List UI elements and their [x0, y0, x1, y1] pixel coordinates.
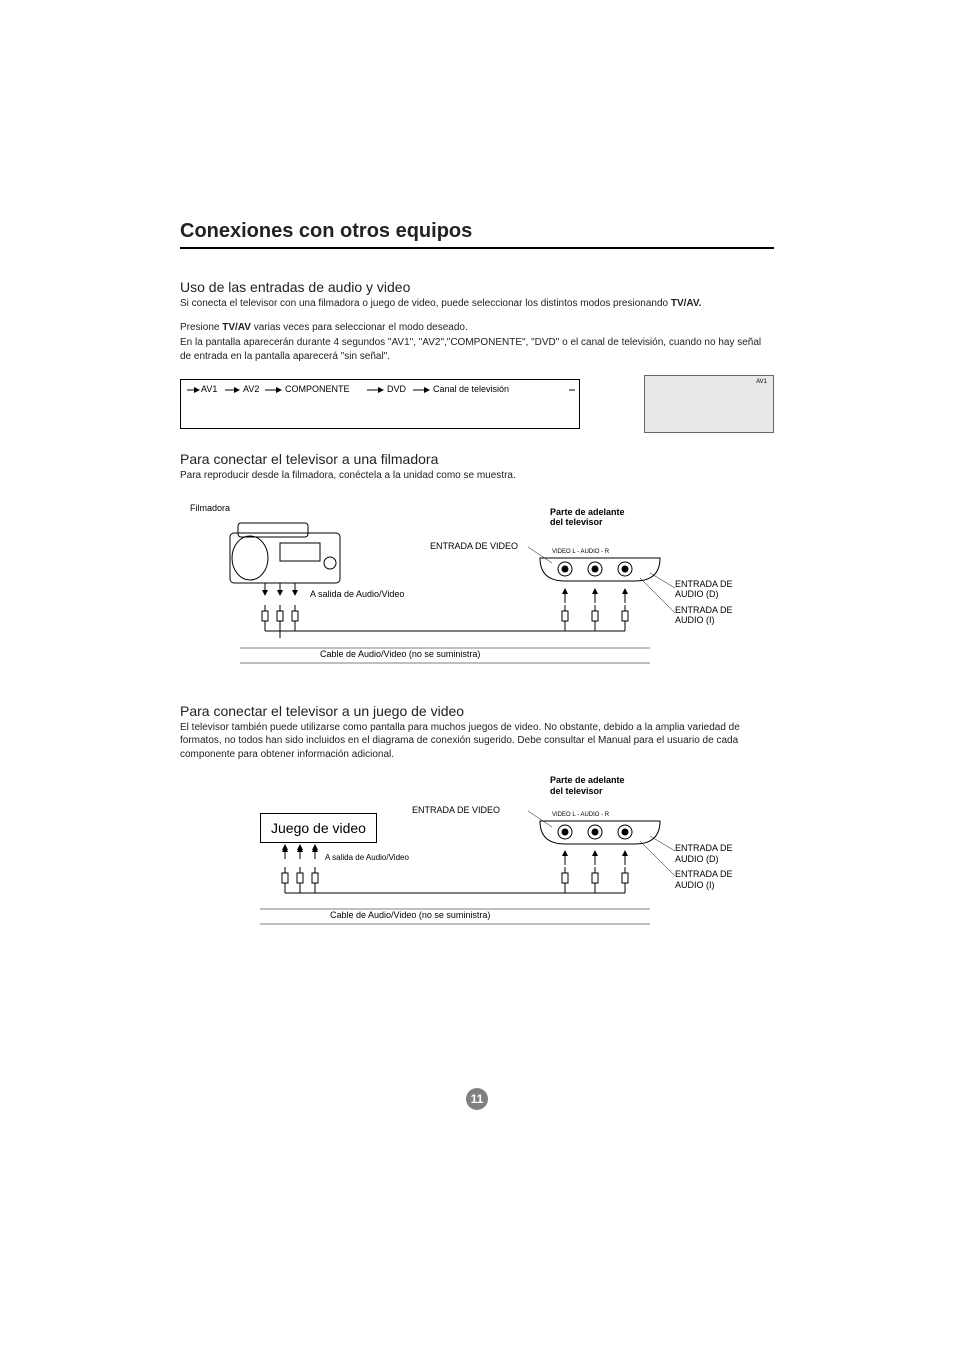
d2-video-in: ENTRADA DE VIDEO: [412, 805, 500, 816]
page-title: Conexiones con otros equipos: [180, 220, 774, 243]
d2-audio-l: ENTRADA DE AUDIO (I): [675, 869, 733, 891]
seq-item-2: COMPONENTE: [285, 384, 350, 394]
d2-jacks-top: VIDEO L - AUDIO - R: [552, 812, 609, 818]
d1-audio-r: ENTRADA DE AUDIO (D): [675, 579, 733, 601]
section1-p2-a: Presione: [180, 322, 222, 333]
d1-av-out: A salida de Audio/Video: [310, 589, 404, 600]
section1-intro-a: Si conecta el televisor con una filmador…: [180, 298, 671, 309]
input-cycle-box: AV1 AV2 COMPONENTE DVD Canal de televisi…: [180, 379, 580, 429]
title-rule: [180, 247, 774, 249]
section1-p3: En la pantalla aparecerán durante 4 segu…: [180, 336, 774, 363]
page-number: 11: [466, 1088, 488, 1110]
seq-item-1: AV2: [243, 384, 259, 394]
diagram-videogame: Juego de video Parte de adelante del tel…: [180, 781, 774, 951]
section2-heading: Para conectar el televisor a una filmado…: [180, 451, 774, 467]
seq-item-4: Canal de televisión: [433, 384, 509, 394]
d2-audio-r: ENTRADA DE AUDIO (D): [675, 843, 733, 865]
d2-tv-front: Parte de adelante del televisor: [550, 775, 625, 797]
diagram-camcorder: Filmadora: [180, 503, 774, 683]
section3-heading: Para conectar el televisor a un juego de…: [180, 703, 774, 719]
d1-audio-l: ENTRADA DE AUDIO (I): [675, 605, 733, 627]
tv-screen-label: AV1: [756, 379, 767, 385]
section1-intro-bold: TV/AV.: [671, 298, 702, 309]
manual-page: Conexiones con otros equipos Uso de las …: [0, 0, 954, 1350]
d2-cable-note: Cable de Audio/Video (no se suministra): [330, 910, 490, 920]
input-cycle-arrows: [181, 380, 581, 430]
d2-av-out: A salida de Audio/Video: [325, 853, 409, 863]
section1-p2-bold: TV/AV: [222, 322, 251, 333]
input-cycle-row: AV1 AV2 COMPONENTE DVD Canal de televisi…: [180, 379, 774, 439]
section1-p2: Presione TV/AV varias veces para selecci…: [180, 321, 774, 335]
seq-item-3: DVD: [387, 384, 406, 394]
d1-video-in: ENTRADA DE VIDEO: [430, 541, 518, 552]
section1-p2-b: varias veces para seleccionar el modo de…: [251, 322, 468, 333]
section1-intro: Si conecta el televisor con una filmador…: [180, 297, 774, 311]
d1-cable-note: Cable de Audio/Video (no se suministra): [320, 649, 480, 659]
tv-screen-preview: AV1: [644, 375, 774, 433]
section3-intro: El televisor también puede utilizarse co…: [180, 721, 774, 762]
seq-item-0: AV1: [201, 384, 217, 394]
d1-jacks-top: VIDEO L - AUDIO - R: [552, 549, 609, 555]
section1-heading: Uso de las entradas de audio y video: [180, 279, 774, 295]
section2-intro: Para reproducir desde la filmadora, coné…: [180, 469, 774, 483]
game-box: Juego de video: [260, 813, 377, 843]
d1-tv-front: Parte de adelante del televisor: [550, 507, 625, 529]
